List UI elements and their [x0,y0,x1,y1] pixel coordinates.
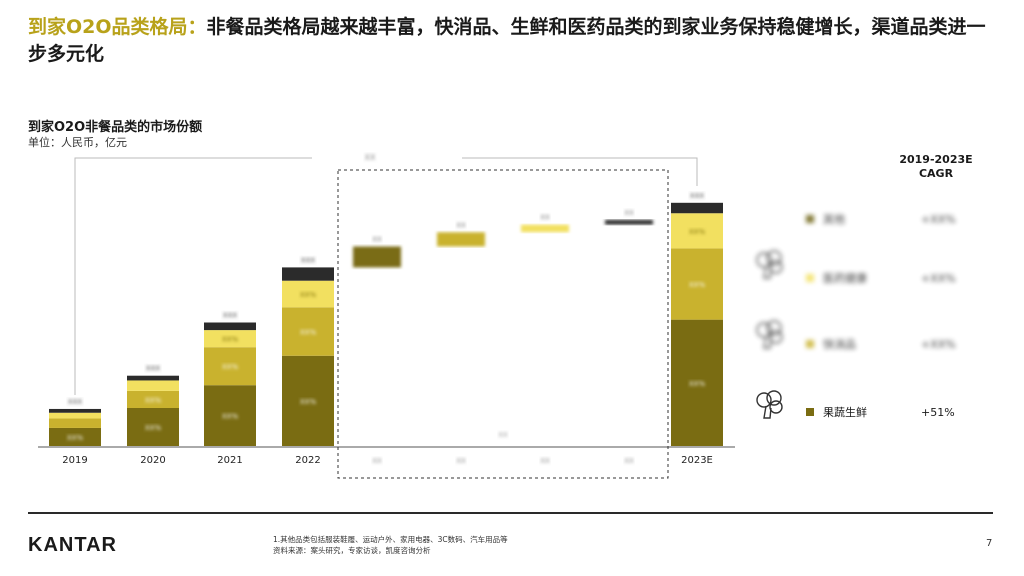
chart-heading: 到家O2O非餐品类的市场份额 [28,120,203,135]
footnote-source: 资料来源：案头研究，专家访谈，凯度咨询分析 [273,546,431,555]
growth-block-2 [521,224,569,233]
legend-name: 快消品 [823,338,856,351]
page-title-prefix: 到家O2O品类格局： [28,16,207,38]
bar-segment-2019-3 [49,408,101,413]
growth-block-label-0: XX [372,236,382,244]
kantar-logo: KANTAR [28,534,117,556]
bar-segment-label-2021-0: XX% [222,413,239,421]
legend-cagr: +XX% [921,337,956,351]
bar-segment-2021-0 [204,385,256,446]
bar-segment-2020-3 [127,375,179,381]
page-title-text: 非餐品类格局越来越丰富，快消品、生鲜和医药品类的到家业务保持稳健增长，渠道品类进… [28,16,986,65]
growth-block-label-1: XX [456,221,466,229]
bar-segment-2020-1 [127,390,179,408]
bar-total-2022: XXX [301,256,316,264]
bar-segment-2023E-3 [671,202,723,214]
page-number: 7 [986,538,993,549]
bar-segment-label-2023E-2: XX% [689,228,706,236]
bar-segment-label-2021-2: XX% [222,336,239,344]
bar-total-2021: XXX [223,312,238,320]
footnotes: 1.其他品类包括服装鞋履、运动户外、家用电器、3C数码、汽车用品等 资料来源：案… [273,534,508,556]
bar-segment-2020-2 [127,380,179,391]
unit-label: 单位：人民币，亿元 [28,136,127,149]
bar-segment-label-2021-1: XX% [222,363,239,371]
bar-segment-label-2022-1: XX% [300,329,317,337]
broccoli-icon [750,388,790,422]
bar-segment-2021-2 [204,330,256,348]
growth-block-1 [437,232,485,247]
bar-segment-label-2020-1: XX% [145,396,162,404]
bar-total-2023E: XXX [690,192,705,200]
bar-total-2019: XXX [68,398,83,406]
cagr-header: 2019-2023E CAGR [892,153,980,181]
bar-segment-2019-1 [49,418,101,428]
bar-segment-2019-2 [49,412,101,419]
growth-block-label-3: XX [624,209,634,217]
legend-cagr: +51% [921,405,955,419]
x-tick-2021: 2021 [217,455,242,466]
growth-tick-1: XX [456,457,466,465]
cagr-bracket [74,157,698,395]
growth-tick-3: XX [624,457,634,465]
bar-segment-2019-0 [49,427,101,446]
x-tick-2023E: 2023E [681,455,713,466]
bar-segment-label-2023E-1: XX% [689,281,706,289]
growth-tick-2: XX [540,457,550,465]
cagr-header-line1: 2019-2023E [899,153,973,166]
bar-segment-2022-3 [282,267,334,281]
bracket-label-bg [312,150,462,164]
legend-cagr: +XX% [921,212,956,226]
x-tick-2020: 2020 [140,455,165,466]
bar-segment-label-2022-2: XX% [300,291,317,299]
bar-segment-2023E-1 [671,248,723,320]
footer-divider [28,512,993,514]
legend-item: 快消品 +XX% [806,336,981,352]
bar-segment-label-2022-0: XX% [300,398,317,406]
bracket-label: XX [365,153,376,162]
growth-dashed-box [337,169,669,479]
legend-item: 其他 +XX% [806,211,981,227]
bar-segment-2023E-2 [671,213,723,249]
growth-block-label-2: XX [540,214,550,222]
legend-swatch [806,215,814,223]
bar-segment-2023E-0 [671,319,723,446]
growth-tick-0: XX [372,457,382,465]
bar-total-2020: XXX [146,365,161,373]
legend-swatch [806,340,814,348]
legend-swatch [806,408,814,416]
legend-cagr: +XX% [921,271,956,285]
bar-segment-2022-1 [282,307,334,356]
bar-segment-2022-2 [282,280,334,308]
bar-segment-label-2023E-0: XX% [689,380,706,388]
legend-swatch [806,274,814,282]
bar-segment-2022-0 [282,355,334,446]
cagr-header-line2: CAGR [918,167,954,180]
growth-caption: XX [498,431,508,439]
x-tick-2019: 2019 [62,455,87,466]
legend-name: 其他 [823,213,845,226]
page-title: 到家O2O品类格局：非餐品类格局越来越丰富，快消品、生鲜和医药品类的到家业务保持… [28,14,1003,68]
legend-item: 医药健康 +XX% [806,270,981,286]
bar-segment-label-2020-0: XX% [145,424,162,432]
bar-segment-2020-0 [127,408,179,446]
legend-name: 果蔬生鲜 [823,406,867,419]
bar-segment-2021-3 [204,322,256,331]
pill-icon [750,248,790,282]
bar-segment-2021-1 [204,347,256,386]
legend-name: 医药健康 [823,272,867,285]
growth-block-0 [353,246,401,268]
shopping-icon [750,318,790,352]
footnote-1: 1.其他品类包括服装鞋履、运动户外、家用电器、3C数码、汽车用品等 [273,535,508,544]
bar-segment-label-2019-0: XX% [67,434,84,442]
x-tick-2022: 2022 [295,455,320,466]
growth-block-3 [605,219,653,225]
legend-item: 果蔬生鲜 +51% [806,404,981,420]
